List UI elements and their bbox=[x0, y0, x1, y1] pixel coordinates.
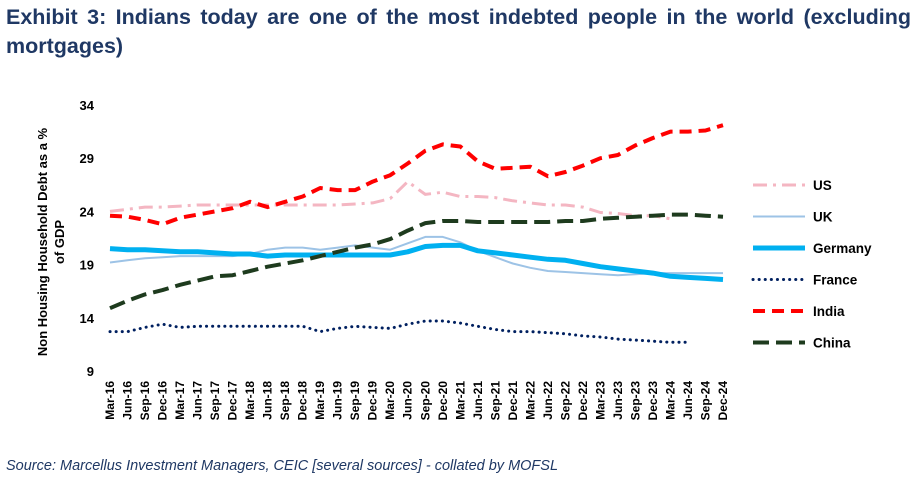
x-tick-label: Sep-24 bbox=[698, 381, 712, 421]
y-tick-label: 29 bbox=[80, 151, 94, 166]
y-axis-label-line1: Non Housing Household Debt as a % bbox=[35, 127, 50, 356]
x-tick-label: Jun-24 bbox=[681, 381, 695, 420]
y-axis-label-line2: of GDP bbox=[52, 220, 67, 264]
legend-label-us: US bbox=[813, 178, 832, 193]
x-tick-label: Dec-20 bbox=[436, 381, 450, 421]
x-tick-label: Dec-21 bbox=[506, 381, 520, 421]
x-tick-label: Jun-17 bbox=[191, 381, 205, 420]
x-tick-label: Dec-18 bbox=[296, 381, 310, 421]
x-tick-label: Mar-24 bbox=[663, 381, 677, 420]
x-tick-label: Mar-19 bbox=[313, 381, 327, 420]
x-tick-label: Mar-22 bbox=[523, 381, 537, 420]
x-tick-label: Dec-23 bbox=[646, 381, 660, 421]
legend-label-france: France bbox=[813, 273, 858, 288]
y-tick-label: 24 bbox=[80, 204, 95, 219]
x-tick-label: Mar-20 bbox=[383, 381, 397, 420]
x-tick-label: Jun-20 bbox=[401, 381, 415, 420]
legend: US UK Germany France India China bbox=[751, 178, 872, 351]
x-tick-label: Jun-23 bbox=[611, 381, 625, 420]
legend-label-china: China bbox=[813, 336, 851, 351]
x-tick-label: Sep-18 bbox=[278, 381, 292, 421]
x-tick-label: Dec-16 bbox=[156, 381, 170, 421]
y-tick-label: 14 bbox=[80, 311, 95, 326]
x-tick-label: Mar-16 bbox=[103, 381, 117, 420]
series-line-india bbox=[109, 123, 724, 227]
x-tick-label: Jun-18 bbox=[261, 381, 275, 420]
x-tick-label: Sep-17 bbox=[208, 381, 222, 421]
y-axis-label: Non Housing Household Debt as a % of GDP bbox=[35, 127, 67, 356]
x-tick-label: Sep-23 bbox=[628, 381, 642, 421]
chart-title: Exhibit 3: Indians today are one of the … bbox=[6, 5, 911, 58]
x-tick-label: Jun-21 bbox=[471, 381, 485, 420]
x-tick-label: Jun-22 bbox=[541, 381, 555, 420]
series-line-france bbox=[108, 319, 690, 344]
source-note: Source: Marcellus Investment Managers, C… bbox=[6, 458, 559, 474]
x-tick-label: Jun-16 bbox=[121, 381, 135, 420]
x-tick-label: Dec-22 bbox=[576, 381, 590, 421]
x-tick-label: Mar-23 bbox=[593, 381, 607, 420]
series-line-china bbox=[109, 212, 724, 311]
plot-lines bbox=[108, 123, 724, 344]
legend-label-india: India bbox=[813, 304, 845, 319]
x-tick-label: Mar-17 bbox=[173, 381, 187, 420]
series-line-us bbox=[109, 180, 671, 221]
x-tick-label: Sep-20 bbox=[418, 381, 432, 421]
x-axis-ticks: Mar-16 Jun-16 Sep-16 Dec-16 Mar-17 Jun-17 Sep-… bbox=[103, 381, 730, 421]
x-tick-label: Dec-19 bbox=[366, 381, 380, 421]
y-tick-label: 9 bbox=[87, 364, 94, 379]
y-tick-label: 19 bbox=[80, 258, 94, 273]
x-tick-label: Sep-21 bbox=[488, 381, 502, 421]
y-tick-label: 34 bbox=[80, 98, 95, 113]
x-tick-label: Dec-17 bbox=[226, 381, 240, 421]
x-tick-label: Mar-18 bbox=[243, 381, 257, 420]
legend-label-germany: Germany bbox=[813, 241, 872, 256]
x-tick-label: Mar-21 bbox=[453, 381, 467, 420]
x-tick-label: Dec-24 bbox=[716, 381, 730, 421]
series-line-germany bbox=[109, 242, 724, 282]
legend-label-uk: UK bbox=[813, 210, 833, 225]
x-tick-label: Sep-19 bbox=[348, 381, 362, 421]
x-tick-label: Sep-22 bbox=[558, 381, 572, 421]
x-tick-label: Sep-16 bbox=[138, 381, 152, 421]
series-line-uk bbox=[109, 235, 723, 277]
y-axis-ticks: 9 14 19 24 29 34 bbox=[80, 98, 95, 379]
x-tick-label: Jun-19 bbox=[331, 381, 345, 420]
